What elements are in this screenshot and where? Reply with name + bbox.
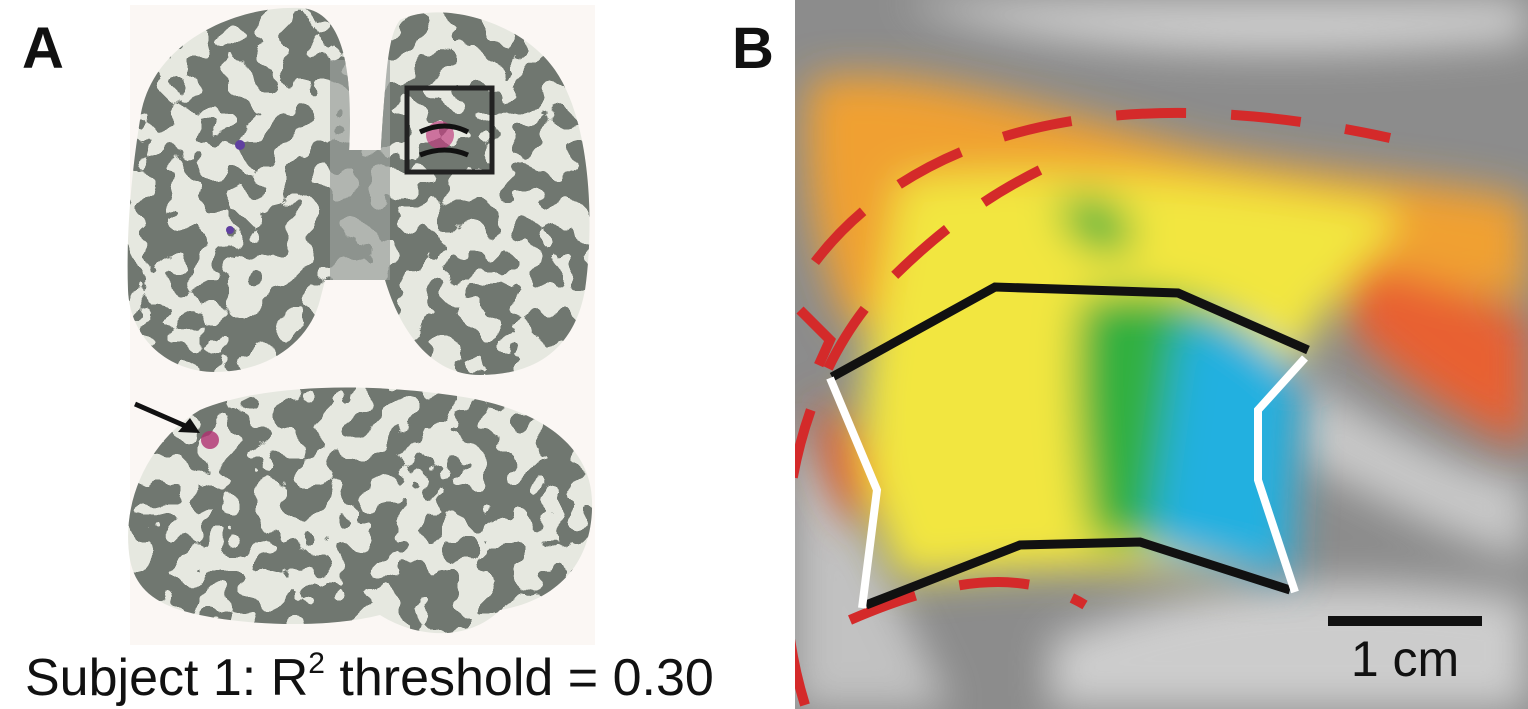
caption: Subject 1: R2 threshold = 0.30 (25, 647, 714, 707)
panel-label: A (22, 16, 64, 81)
caption-text: Subject 1: R (25, 649, 308, 707)
figure: A Subject 1: R2 threshold = 0.30 B (0, 0, 1528, 709)
flattened-cortex (785, 0, 1528, 709)
brain-side-view (120, 380, 600, 640)
caption-superscript: 2 (308, 647, 325, 680)
caption-text: threshold = 0.30 (325, 649, 714, 707)
panel-label: B (732, 16, 774, 81)
scale-bar-label: 1 cm (1351, 631, 1459, 687)
